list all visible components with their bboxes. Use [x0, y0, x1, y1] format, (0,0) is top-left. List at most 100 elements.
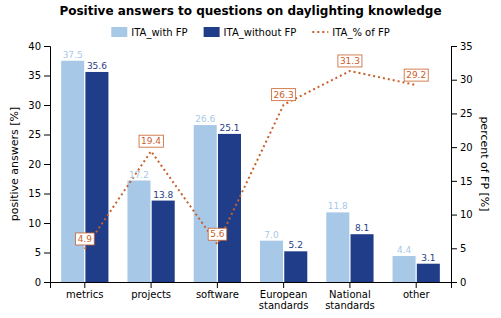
- tick-label: 20: [460, 142, 473, 153]
- tick-mark: [451, 215, 457, 216]
- data-label-group: 5.6: [208, 228, 227, 240]
- tick-mark: [451, 46, 457, 47]
- data-label-group: 31.3: [338, 55, 362, 67]
- tick-label: 15: [28, 188, 41, 199]
- bar: [260, 241, 283, 282]
- bar: [85, 72, 108, 282]
- tick-mark: [44, 76, 50, 77]
- bar: [326, 212, 349, 282]
- data-label: 19.4: [141, 136, 161, 146]
- data-label: 25.1: [219, 123, 239, 133]
- tick: 35: [28, 70, 50, 81]
- data-label: 3.1: [421, 253, 435, 263]
- tick-label: 0: [35, 277, 41, 288]
- tick-mark: [451, 147, 457, 148]
- bar: [351, 234, 374, 282]
- y-axis: 0 5 10 15 20 25 30 35 40: [28, 41, 50, 288]
- data-label-box: [272, 89, 296, 101]
- data-label-box: [139, 135, 163, 147]
- y2-axis: 05101520253035: [451, 41, 473, 288]
- tick: 5: [35, 247, 50, 258]
- data-label-box: [404, 69, 428, 81]
- tick: 15: [28, 188, 50, 199]
- tick-mark: [44, 164, 50, 165]
- tick-label-line: European: [260, 289, 308, 300]
- tick: 20: [28, 159, 50, 170]
- tick-label-line: standards: [325, 300, 375, 311]
- tick-label: 25: [460, 108, 473, 119]
- legend-label: ITA_% of FP: [332, 27, 389, 39]
- tick-label: 30: [28, 100, 41, 111]
- bar-series: [85, 72, 439, 282]
- axis-line: [452, 47, 458, 283]
- legend-item: ITA_without FP: [204, 27, 297, 39]
- tick: 15: [451, 176, 473, 187]
- tick: 10: [28, 218, 50, 229]
- bar: [194, 125, 217, 282]
- x-axis: metricsprojectssoftwareEuropeanstandards…: [51, 282, 452, 311]
- tick-label: Nationalstandards: [325, 289, 375, 311]
- data-label: 29.2: [406, 70, 426, 80]
- tick-mark: [44, 223, 50, 224]
- tick-mark: [44, 105, 50, 106]
- bar: [218, 134, 241, 282]
- tick-label: other: [403, 289, 431, 300]
- axis-line: [51, 283, 452, 289]
- legend-item: ITA_with FP: [111, 27, 187, 39]
- bar: [127, 181, 150, 282]
- y-axis-title: positive answers [%]: [8, 107, 21, 222]
- tick: 30: [28, 100, 50, 111]
- bar: [284, 251, 307, 282]
- data-label: 4.9: [78, 234, 93, 244]
- data-label-box: [76, 233, 95, 245]
- tick: Nationalstandards: [325, 282, 375, 311]
- tick-mark: [349, 282, 350, 288]
- tick: 40: [28, 41, 50, 52]
- tick: projects: [131, 282, 171, 300]
- tick-mark: [44, 253, 50, 254]
- legend-swatch: [204, 27, 220, 37]
- tick-label: 5: [460, 243, 466, 254]
- tick-label: 10: [460, 209, 473, 220]
- chart: Positive answers to questions on dayligh…: [0, 0, 501, 318]
- data-label: 5.6: [210, 229, 225, 239]
- tick: 25: [451, 108, 473, 119]
- tick-label-line: metrics: [66, 289, 103, 300]
- tick-mark: [283, 282, 284, 288]
- tick-mark: [151, 282, 152, 288]
- legend-swatch: [312, 31, 328, 33]
- tick: Europeanstandards: [259, 282, 309, 311]
- data-label-group: 4.9: [76, 233, 95, 245]
- tick-label: metrics: [66, 289, 103, 300]
- data-label: 5.2: [289, 240, 303, 250]
- data-label: 31.3: [340, 56, 360, 66]
- tick: 10: [451, 209, 473, 220]
- tick-label: 25: [28, 129, 41, 140]
- tick-mark: [451, 181, 457, 182]
- tick: 30: [451, 74, 473, 85]
- axis-line: [44, 47, 51, 283]
- tick-label: projects: [131, 289, 171, 300]
- data-label: 8.1: [355, 223, 369, 233]
- tick-label-line: other: [403, 289, 431, 300]
- tick-mark: [44, 46, 50, 47]
- tick-mark: [44, 135, 50, 136]
- legend-item: ITA_% of FP: [312, 27, 389, 39]
- tick: software: [196, 282, 239, 300]
- legend-swatch: [111, 27, 127, 37]
- tick: other: [403, 282, 431, 300]
- marks: [61, 61, 440, 282]
- bar: [152, 201, 175, 282]
- tick: metrics: [66, 282, 103, 300]
- tick-label-line: standards: [259, 300, 309, 311]
- tick-label: 10: [28, 218, 41, 229]
- tick-label-line: projects: [131, 289, 171, 300]
- tick-mark: [451, 80, 457, 81]
- data-label: 17.2: [129, 170, 149, 180]
- bar: [61, 61, 84, 282]
- data-label: 11.8: [328, 201, 348, 211]
- tick-mark: [217, 282, 218, 288]
- tick-mark: [416, 282, 417, 288]
- tick-label: 35: [28, 70, 41, 81]
- tick-mark: [44, 194, 50, 195]
